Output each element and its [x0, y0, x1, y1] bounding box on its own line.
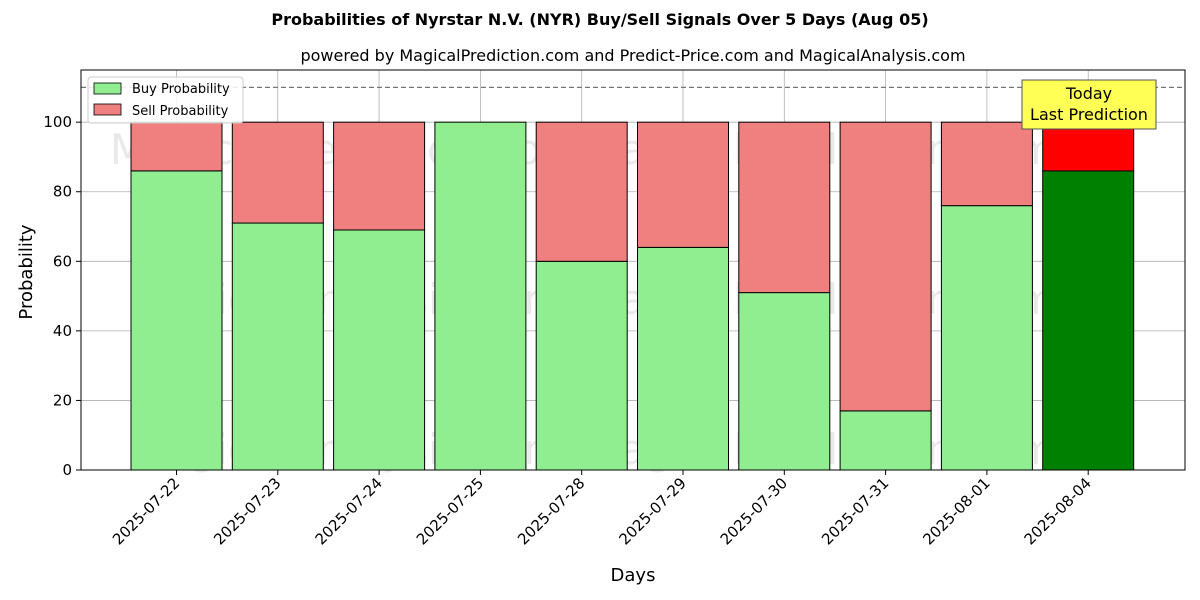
bar-buy-2025-07-31 — [839, 410, 932, 471]
bar-buy-2025-07-22 — [130, 170, 223, 471]
y-tick-label: 20 — [53, 391, 72, 409]
y-axis-label: Probability — [16, 224, 37, 319]
bar-buy-2025-07-24 — [333, 229, 426, 471]
x-axis: 2025-07-22 2025-07-23 2025-07-24 2025-07-25… — [109, 470, 1095, 548]
x-tick-label: 2025-07-31 — [818, 474, 892, 548]
y-tick-label: 60 — [53, 252, 72, 270]
x-tick-label: 2025-08-04 — [1021, 474, 1095, 548]
annotation-line-2: Last Prediction — [1030, 105, 1148, 124]
legend: Buy Probability Sell Probability — [87, 76, 244, 124]
bar-sell-2025-07-23 — [231, 121, 324, 224]
bar-sell-2025-08-01 — [940, 121, 1033, 207]
bar-sell-2025-07-28 — [535, 121, 628, 262]
bar-sell-2025-07-24 — [333, 121, 426, 231]
chart-subtitle: powered by MagicalPrediction.com and Pre… — [300, 46, 966, 65]
bar-buy-2025-07-25 — [434, 121, 527, 471]
y-tick-label: 100 — [43, 113, 72, 131]
y-tick-label: 0 — [62, 461, 72, 479]
bar-buy-2025-08-04 — [1042, 170, 1135, 471]
annotation-box — [1021, 79, 1157, 130]
plot-frame — [80, 69, 1186, 471]
bar-sell-2025-07-22 — [130, 121, 223, 172]
x-tick-label: 2025-07-30 — [717, 474, 791, 548]
bar-buy-2025-08-01 — [940, 205, 1033, 471]
y-tick-label: 40 — [53, 322, 72, 340]
bar-sell-2025-07-29 — [637, 121, 729, 248]
bar-sell-2025-07-31 — [839, 121, 932, 412]
annotation-line-1: Today — [1065, 84, 1112, 103]
x-tick-label: 2025-07-22 — [109, 474, 183, 548]
y-tick-label: 80 — [53, 183, 72, 201]
x-tick-label: 2025-07-28 — [514, 474, 588, 548]
bar-buy-2025-07-29 — [637, 246, 729, 471]
y-axis: 0 20 40 60 80 100 — [43, 113, 81, 479]
legend-label-buy: Buy Probability — [132, 82, 230, 97]
legend-swatch-buy — [93, 82, 122, 95]
x-axis-label: Days — [611, 565, 656, 586]
legend-label-sell: Sell Probability — [132, 104, 229, 119]
bar-buy-2025-07-30 — [738, 292, 831, 471]
x-tick-label: 2025-07-25 — [413, 474, 487, 548]
legend-swatch-sell — [93, 103, 122, 116]
x-tick-label: 2025-07-24 — [312, 474, 386, 548]
bars — [130, 121, 1135, 471]
bar-sell-2025-07-30 — [738, 121, 831, 294]
today-annotation: Today Last Prediction — [1021, 79, 1157, 130]
x-tick-label: 2025-08-01 — [919, 474, 993, 548]
bar-buy-2025-07-28 — [535, 260, 628, 471]
chart-title: Probabilities of Nyrstar N.V. (NYR) Buy/… — [271, 10, 929, 29]
x-tick-label: 2025-07-29 — [615, 474, 689, 548]
x-tick-label: 2025-07-23 — [210, 474, 284, 548]
bar-buy-2025-07-23 — [231, 222, 324, 471]
